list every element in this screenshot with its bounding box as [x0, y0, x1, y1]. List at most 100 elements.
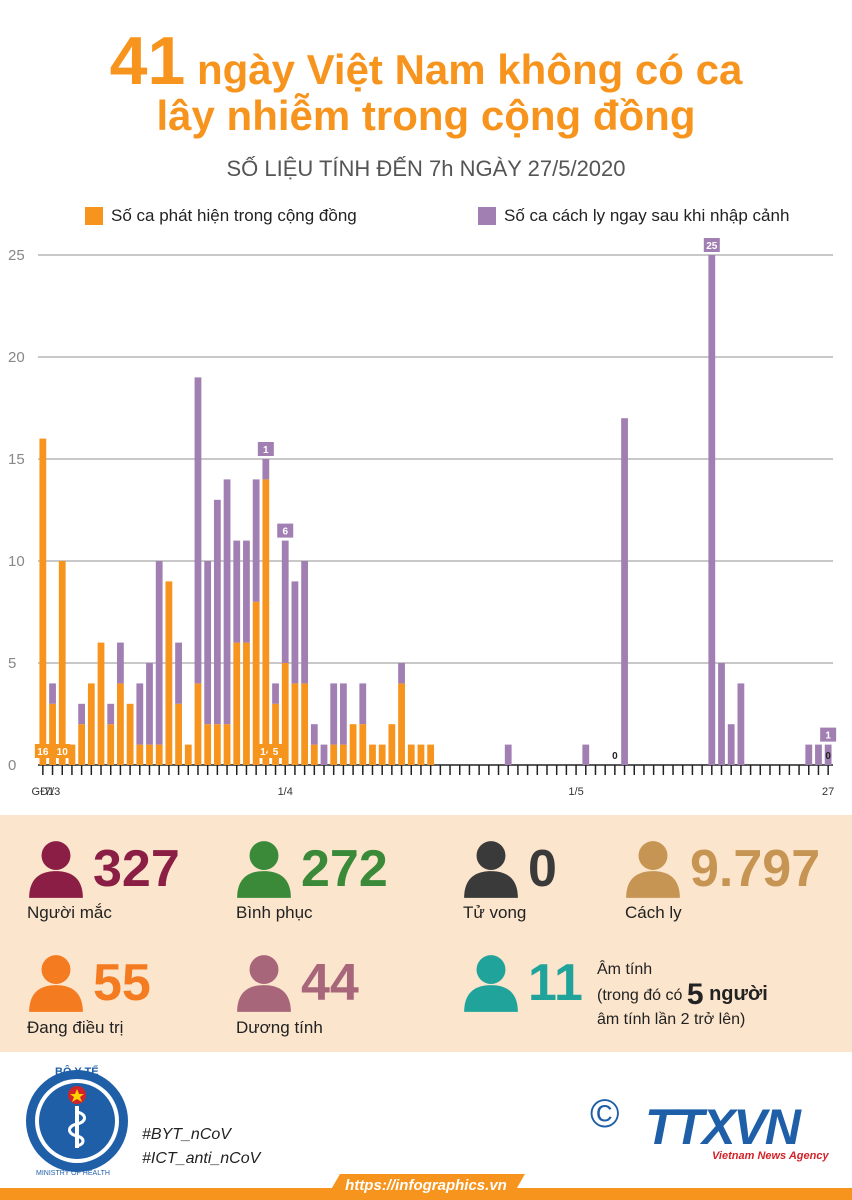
- bar-community: [330, 744, 338, 765]
- legend-label-quarantine: Số ca cách ly ngay sau khi nhập cảnh: [504, 206, 790, 225]
- y-tick-label: 15: [8, 451, 25, 468]
- bar-quarantine: [359, 683, 367, 725]
- stat-quarantine-value: 9.797: [690, 840, 821, 898]
- bar-community: [49, 703, 56, 765]
- bar-community: [107, 724, 115, 765]
- bar-community: [369, 744, 376, 765]
- bar-quarantine: [340, 683, 347, 745]
- y-tick-label: 5: [8, 655, 16, 672]
- ttxvn-logo: TTXVN: [645, 1099, 801, 1155]
- data-label: 0: [825, 751, 831, 762]
- ttxvn-subtitle: Vietnam News Agency: [712, 1150, 829, 1162]
- title-rest: ngày Việt Nam không có ca: [185, 46, 743, 93]
- x-tick-label: 27: [822, 786, 834, 798]
- bar-quarantine: [301, 561, 309, 684]
- person-icon: [237, 955, 291, 1012]
- legend-label-community: Số ca phát hiện trong cộng đồng: [111, 206, 357, 225]
- stat-negative-description: Âm tính (trong đó có 5 người âm tính lần…: [597, 958, 768, 1032]
- x-tick-label: 7/3: [45, 786, 60, 798]
- bar-community: [87, 683, 95, 765]
- data-label: 10: [57, 747, 69, 758]
- bar-quarantine: [718, 663, 725, 765]
- legend-item-quarantine: Số ca cách ly ngay sau khi nhập cảnh: [478, 206, 789, 226]
- bar-community: [136, 744, 144, 765]
- page-title-line1: 41 ngày Việt Nam không có ca: [0, 22, 852, 100]
- bar-community: [233, 642, 241, 765]
- data-label-bg: [257, 442, 274, 456]
- bar-quarantine: [504, 744, 512, 765]
- website-url[interactable]: https://infographics.vn: [345, 1177, 507, 1194]
- legend-swatch-orange: [85, 207, 103, 225]
- data-label-bg: [277, 523, 294, 538]
- bar-quarantine: [243, 540, 250, 643]
- bar-quarantine: [805, 744, 813, 765]
- bar-community: [281, 663, 289, 765]
- bar-community: [407, 744, 415, 765]
- bar-community: [310, 744, 318, 765]
- y-tick-label: 25: [8, 247, 25, 264]
- logo-bottom-text: MINISTRY OF HEALTH: [36, 1170, 110, 1177]
- logo-top-text: BỘ Y TẾ: [55, 1066, 99, 1078]
- stat-infected-label: Người mắc: [27, 903, 112, 922]
- legend-swatch-purple: [478, 207, 496, 225]
- bar-community: [359, 724, 367, 765]
- stat-positive-label: Dương tính: [236, 1018, 323, 1037]
- data-label-bg: [34, 744, 51, 758]
- bar-community: [301, 683, 309, 765]
- stat-infected: 327: [25, 838, 180, 900]
- ministry-of-health-logo: [26, 1070, 128, 1172]
- bar-community: [388, 724, 396, 765]
- stats-panel: [0, 815, 852, 1052]
- bar-community: [184, 744, 192, 765]
- bar-community: [349, 724, 357, 765]
- stat-negative: 11: [460, 952, 583, 1014]
- bar-quarantine: [582, 744, 590, 765]
- bar-quarantine: [117, 642, 124, 684]
- bar-community: [252, 601, 260, 765]
- stat-treating-label: Đang điều trị: [27, 1018, 124, 1037]
- bar-quarantine: [175, 642, 182, 704]
- bar-community: [146, 744, 153, 765]
- bar-community: [427, 744, 435, 765]
- bar-quarantine: [194, 377, 202, 684]
- data-label-bg: [820, 727, 837, 742]
- x-tick-label: 1/4: [278, 786, 293, 798]
- bar-community: [78, 724, 86, 765]
- page-title-line2: lây nhiễm trong cộng đồng: [156, 92, 696, 139]
- data-label: 16: [37, 747, 49, 758]
- bar-quarantine: [146, 663, 153, 745]
- bar-community: [291, 683, 299, 765]
- bar-quarantine: [708, 255, 716, 765]
- bar-quarantine: [330, 683, 338, 745]
- bar-quarantine: [252, 479, 260, 602]
- data-label-bg: [54, 744, 71, 758]
- data-label: 5: [273, 747, 279, 758]
- copyright-icon: ©: [590, 1092, 620, 1136]
- stat-infected-value: 327: [93, 840, 180, 898]
- bar-community: [165, 581, 173, 765]
- stat-negative-value: 11: [528, 954, 583, 1012]
- bar-community: [97, 642, 105, 765]
- title-number: 41: [109, 23, 186, 99]
- data-label: 1: [825, 731, 831, 742]
- bar-community: [340, 744, 347, 765]
- bar-quarantine: [737, 683, 745, 765]
- data-label-bg: [267, 744, 284, 758]
- data-label: 1: [263, 445, 269, 456]
- x-tick-label: GĐ1: [32, 786, 55, 798]
- hashtag-byt: #BYT_nCoV: [142, 1126, 231, 1143]
- bar-quarantine: [233, 540, 241, 643]
- bar-community: [58, 561, 66, 765]
- person-icon: [29, 955, 83, 1012]
- data-label: 6: [282, 527, 288, 538]
- negative-line2: (trong đó có 5 người: [597, 980, 768, 1010]
- stat-recovered-value: 272: [301, 840, 388, 898]
- bar-quarantine: [815, 744, 822, 765]
- bar-community: [68, 744, 76, 765]
- y-tick-label: 0: [8, 757, 16, 774]
- stat-quarantine: 9.797: [622, 838, 820, 900]
- bar-community: [204, 724, 212, 765]
- bar-quarantine: [155, 561, 163, 745]
- stat-recovered: 272: [233, 838, 388, 900]
- bar-community: [223, 724, 231, 765]
